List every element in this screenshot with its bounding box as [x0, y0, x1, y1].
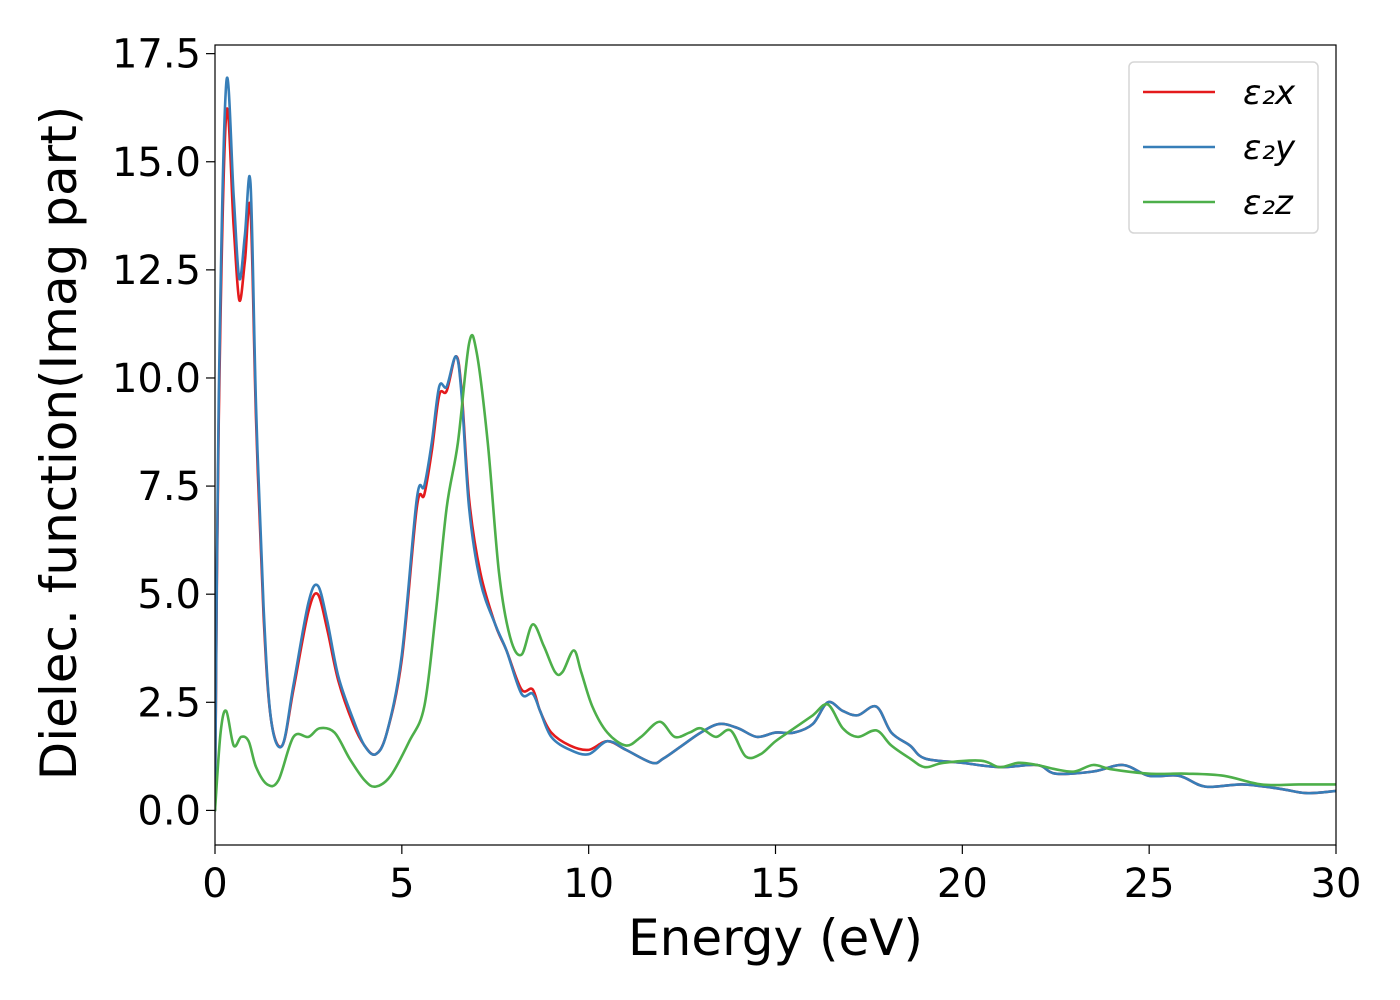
y-tick-label: 12.5: [112, 248, 201, 294]
legend-label-2: ε₂y: [1243, 128, 1296, 168]
x-tick-label: 30: [1311, 861, 1362, 907]
y-axis-title: Dielec. function(Imag part): [30, 106, 88, 781]
legend-label-1: ε₂x: [1243, 73, 1296, 113]
y-tick-label: 2.5: [137, 680, 201, 726]
x-tick-label: 0: [202, 861, 227, 907]
y-axis: 0.0 2.5 5.0 7.5 10.0 12.5 15.0 17.5: [112, 32, 215, 834]
x-tick-label: 10: [563, 861, 614, 907]
legend-box: [1128, 61, 1319, 234]
legend-label-3: ε₂z: [1243, 183, 1294, 223]
y-tick-label: 7.5: [137, 464, 201, 510]
y-tick-label: 10.0: [112, 356, 201, 402]
y-tick-label: 0.0: [137, 788, 201, 834]
x-axis: 0 5 10 15 20 25 30: [202, 845, 1361, 907]
x-axis-title: Energy (eV): [628, 909, 923, 967]
x-tick-label: 20: [937, 861, 988, 907]
y-tick-label: 5.0: [137, 572, 201, 618]
legend: ε₂x ε₂y ε₂z: [1128, 61, 1319, 234]
y-tick-label: 17.5: [112, 32, 201, 78]
plot-layer: [215, 76, 1336, 812]
x-tick-label: 5: [389, 861, 414, 907]
x-tick-label: 25: [1124, 861, 1175, 907]
series-line-2: [215, 76, 1336, 812]
y-tick-label: 15.0: [112, 140, 201, 186]
series-line-3: [215, 333, 1336, 812]
x-tick-label: 15: [750, 861, 801, 907]
